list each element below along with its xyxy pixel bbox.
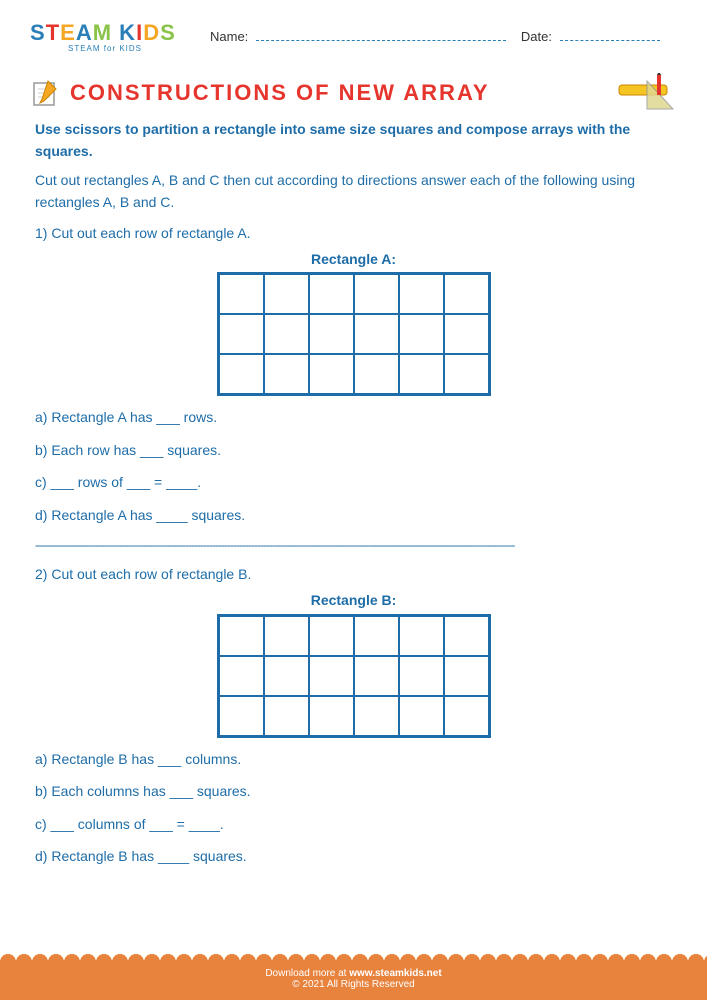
answer-line: b) Each columns has ___ squares. <box>35 780 672 802</box>
grid-cell <box>309 354 354 394</box>
footer-copyright: © 2021 All Rights Reserved <box>0 979 707 990</box>
grid-cell <box>309 314 354 354</box>
footer: Download more at www.steamkids.net © 202… <box>0 950 707 1000</box>
grid-cell <box>219 354 264 394</box>
footer-scallop <box>0 950 707 962</box>
name-input-line[interactable] <box>256 40 506 41</box>
footer-site-link[interactable]: www.steamkids.net <box>349 968 441 979</box>
footer-bar: Download more at www.steamkids.net © 202… <box>0 962 707 1000</box>
grid-cell <box>219 696 264 736</box>
logo: STEAM KIDS STEAM for KIDS <box>30 20 180 53</box>
section-divider: ----------------------------------------… <box>35 536 672 555</box>
grid-cell <box>219 314 264 354</box>
grid-cell <box>444 616 489 656</box>
grid-cell <box>309 656 354 696</box>
title-row: CONSTRUCTIONS OF NEW ARRAY <box>30 73 677 113</box>
grid-label: Rectangle A: <box>35 248 672 270</box>
grid-wrap <box>35 272 672 396</box>
grid-cell <box>354 274 399 314</box>
grid-cell <box>219 656 264 696</box>
grid-cell <box>444 696 489 736</box>
question-block: 2) Cut out each row of rectangle B. Recta… <box>35 563 672 867</box>
content: Use scissors to partition a rectangle in… <box>0 118 707 867</box>
grid-cell <box>399 616 444 656</box>
answer-line: d) Rectangle A has ____ squares. <box>35 504 672 526</box>
grid-cell <box>309 274 354 314</box>
name-field: Name: <box>210 29 506 44</box>
answer-line: b) Each row has ___ squares. <box>35 439 672 461</box>
grid-cell <box>219 616 264 656</box>
grid-cell <box>399 354 444 394</box>
name-date-fields: Name: Date: <box>210 29 677 44</box>
grid-cell <box>264 656 309 696</box>
grid-wrap <box>35 614 672 738</box>
answer-line: c) ___ columns of ___ = ____. <box>35 813 672 835</box>
date-field: Date: <box>521 29 660 44</box>
question-block: 1) Cut out each row of rectangle A. Recta… <box>35 222 672 526</box>
date-input-line[interactable] <box>560 40 660 41</box>
date-label: Date: <box>521 29 552 44</box>
rectangle-grid <box>217 614 491 738</box>
name-label: Name: <box>210 29 248 44</box>
rectangle-grid <box>217 272 491 396</box>
grid-cell <box>264 314 309 354</box>
question-prompt: 1) Cut out each row of rectangle A. <box>35 222 672 244</box>
footer-download-text: Download more at <box>265 968 346 979</box>
answer-line: a) Rectangle B has ___ columns. <box>35 748 672 770</box>
grid-cell <box>219 274 264 314</box>
grid-cell <box>444 354 489 394</box>
grid-cell <box>309 616 354 656</box>
grid-cell <box>264 274 309 314</box>
grid-cell <box>444 314 489 354</box>
grid-label: Rectangle B: <box>35 589 672 611</box>
ruler-triangle-icon <box>617 73 677 113</box>
grid-cell <box>354 354 399 394</box>
grid-cell <box>354 696 399 736</box>
answer-line: a) Rectangle A has ___ rows. <box>35 406 672 428</box>
grid-cell <box>399 696 444 736</box>
grid-cell <box>264 696 309 736</box>
grid-cell <box>354 656 399 696</box>
page-title: CONSTRUCTIONS OF NEW ARRAY <box>70 80 617 106</box>
logo-text: STEAM KIDS <box>30 20 180 46</box>
grid-cell <box>399 314 444 354</box>
grid-cell <box>444 656 489 696</box>
grid-cell <box>264 354 309 394</box>
grid-cell <box>354 314 399 354</box>
grid-cell <box>354 616 399 656</box>
answer-line: d) Rectangle B has ____ squares. <box>35 845 672 867</box>
answer-line: c) ___ rows of ___ = ____. <box>35 471 672 493</box>
sub-instruction: Cut out rectangles A, B and C then cut a… <box>35 169 672 214</box>
grid-cell <box>444 274 489 314</box>
question-prompt: 2) Cut out each row of rectangle B. <box>35 563 672 585</box>
header: STEAM KIDS STEAM for KIDS Name: Date: <box>0 0 707 63</box>
pencil-paper-icon <box>30 77 62 109</box>
grid-cell <box>399 274 444 314</box>
instruction: Use scissors to partition a rectangle in… <box>35 118 672 163</box>
grid-cell <box>399 656 444 696</box>
grid-cell <box>264 616 309 656</box>
grid-cell <box>309 696 354 736</box>
